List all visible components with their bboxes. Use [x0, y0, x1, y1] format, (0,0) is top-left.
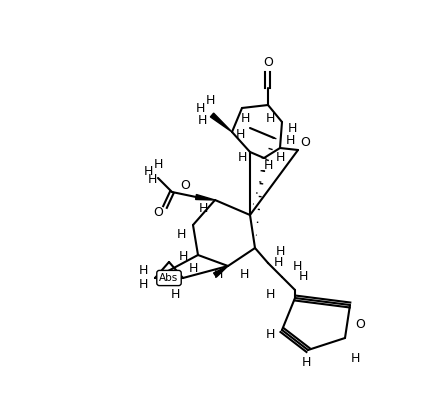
- Text: H: H: [265, 328, 274, 341]
- Polygon shape: [210, 113, 231, 132]
- Text: H: H: [147, 173, 156, 187]
- Text: H: H: [213, 267, 222, 280]
- Text: H: H: [287, 122, 296, 135]
- Text: H: H: [239, 269, 248, 282]
- Text: H: H: [349, 351, 359, 364]
- Text: O: O: [153, 206, 163, 219]
- Text: H: H: [275, 152, 284, 164]
- Text: H: H: [138, 278, 147, 290]
- Text: H: H: [205, 93, 214, 107]
- Text: O: O: [262, 55, 272, 69]
- Text: H: H: [273, 255, 282, 269]
- Text: H: H: [170, 288, 179, 301]
- Text: H: H: [178, 250, 187, 263]
- Text: Abs: Abs: [159, 273, 178, 283]
- Text: H: H: [176, 229, 185, 242]
- Text: H: H: [188, 261, 197, 274]
- Text: O: O: [299, 135, 309, 149]
- Text: H: H: [285, 133, 294, 147]
- Text: H: H: [138, 263, 147, 276]
- Text: H: H: [153, 158, 162, 172]
- Text: H: H: [240, 112, 249, 124]
- Polygon shape: [213, 266, 227, 277]
- Text: H: H: [197, 114, 206, 126]
- Text: H: H: [195, 101, 204, 114]
- Text: H: H: [265, 288, 274, 301]
- Text: H: H: [263, 160, 272, 173]
- Text: O: O: [354, 318, 364, 332]
- Text: H: H: [143, 166, 153, 179]
- Text: O: O: [180, 179, 190, 192]
- Text: H: H: [301, 356, 310, 368]
- Text: H: H: [265, 112, 274, 124]
- Text: H: H: [298, 271, 307, 284]
- Text: H: H: [198, 202, 207, 215]
- Text: H: H: [237, 152, 246, 164]
- Polygon shape: [195, 195, 215, 200]
- Text: H: H: [275, 246, 284, 259]
- Text: H: H: [292, 261, 301, 274]
- Text: H: H: [235, 128, 244, 141]
